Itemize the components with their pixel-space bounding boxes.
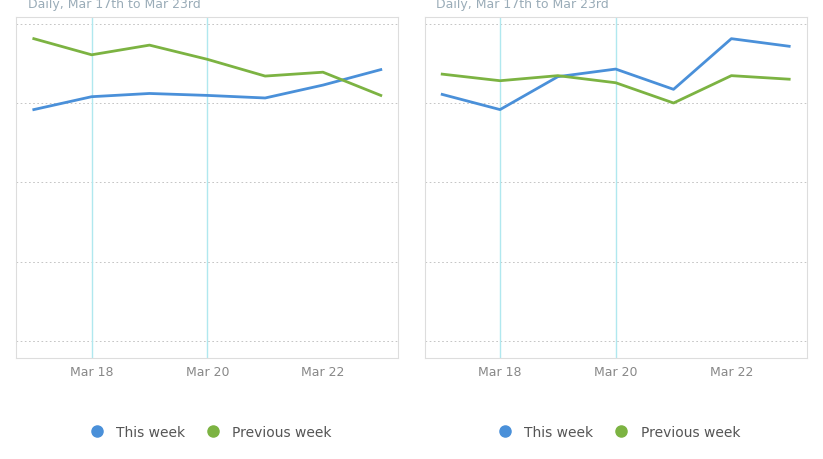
Legend: This week, Previous week: This week, Previous week xyxy=(77,419,337,444)
Text: Daily, Mar 17th to Mar 23rd: Daily, Mar 17th to Mar 23rd xyxy=(436,0,609,11)
Text: Daily, Mar 17th to Mar 23rd: Daily, Mar 17th to Mar 23rd xyxy=(28,0,201,11)
Legend: This week, Previous week: This week, Previous week xyxy=(486,419,746,444)
